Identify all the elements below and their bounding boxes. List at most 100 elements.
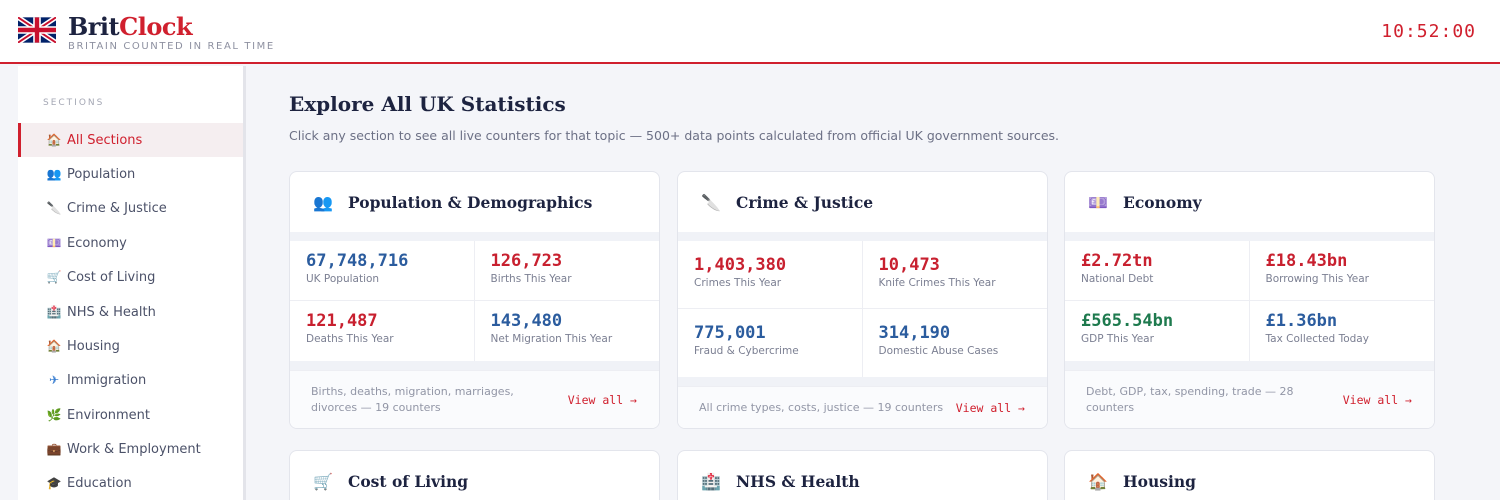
stat-cell: 10,473 Knife Crimes This Year bbox=[862, 241, 1047, 309]
card-footer: Births, deaths, migration, marriages, di… bbox=[290, 370, 659, 428]
people-icon: 👥 bbox=[313, 192, 333, 212]
view-all-link[interactable]: View all → bbox=[567, 392, 637, 407]
money-icon: 💷 bbox=[46, 236, 62, 250]
stat-value: £1.36bn bbox=[1265, 311, 1338, 331]
sidebar-item-label: Environment bbox=[67, 407, 151, 423]
cart-icon: 🛒 bbox=[313, 471, 333, 491]
stat-grid: 67,748,716 UK Population 126,723 Births Th… bbox=[290, 241, 659, 361]
card-title: Economy bbox=[1123, 192, 1202, 212]
card-footer-text: Debt, GDP, tax, spending, trade — 28 cou… bbox=[1086, 384, 1294, 414]
brand-logo[interactable]: BritClock bbox=[68, 12, 193, 41]
sidebar-item-housing[interactable]: 🏠 Housing bbox=[18, 329, 243, 363]
sidebar-item-label: All Sections bbox=[67, 132, 143, 148]
sidebar-item-label: NHS & Health bbox=[67, 304, 156, 320]
stat-label: Domestic Abuse Cases bbox=[878, 345, 999, 357]
stat-label: Net Migration This Year bbox=[490, 333, 613, 345]
sidebar-item-label: Immigration bbox=[67, 372, 147, 388]
card-header: 🔪 Crime & Justice bbox=[678, 172, 1047, 232]
sidebar-item-education[interactable]: 🎓 Education bbox=[18, 466, 243, 500]
stat-label: Deaths This Year bbox=[306, 333, 394, 345]
house-icon: 🏠 bbox=[46, 339, 62, 353]
card-title: NHS & Health bbox=[736, 471, 860, 491]
sidebar-item-environment[interactable]: 🌿 Environment bbox=[18, 398, 243, 432]
sidebar-item-label: Economy bbox=[67, 235, 127, 251]
sidebar-item-population[interactable]: 👥 Population bbox=[18, 157, 243, 191]
sidebar-item-cost-of-living[interactable]: 🛒 Cost of Living bbox=[18, 260, 243, 294]
sidebar-item-nhs-health[interactable]: 🏥 NHS & Health bbox=[18, 295, 243, 329]
card-footer-text: All crime types, costs, justice — 19 cou… bbox=[699, 400, 944, 414]
stat-value: £565.54bn bbox=[1081, 311, 1174, 331]
leaf-icon: 🌿 bbox=[46, 408, 62, 422]
stat-cell: 126,723 Births This Year bbox=[474, 241, 659, 301]
stat-cell: 67,748,716 UK Population bbox=[290, 241, 475, 301]
knife-icon: 🔪 bbox=[701, 192, 721, 212]
stat-value: 1,403,380 bbox=[694, 255, 787, 275]
card-footer-text: Births, deaths, migration, marriages, di… bbox=[311, 384, 514, 414]
stat-label: Fraud & Cybercrime bbox=[694, 345, 799, 357]
card-header: 🏠 Housing bbox=[1065, 451, 1434, 500]
sidebar-item-label: Population bbox=[67, 166, 136, 182]
sidebar-item-all-sections[interactable]: 🏠 All Sections bbox=[18, 123, 243, 157]
stat-cell: 775,001 Fraud & Cybercrime bbox=[678, 309, 863, 377]
airplane-icon: ✈ bbox=[48, 373, 60, 387]
section-card-economy[interactable]: 💷 Economy £2.72tn National Debt £18.43bn B… bbox=[1064, 171, 1435, 429]
sidebar-item-immigration[interactable]: ✈ Immigration bbox=[18, 363, 243, 397]
stat-label: National Debt bbox=[1081, 273, 1154, 285]
page-title: Explore All UK Statistics bbox=[289, 92, 566, 116]
hospital-icon: 🏥 bbox=[46, 305, 62, 319]
sidebar-item-label: Work & Employment bbox=[67, 441, 201, 457]
house-icon: 🏠 bbox=[1088, 471, 1108, 491]
union-jack-flag-icon bbox=[18, 17, 56, 43]
card-title: Housing bbox=[1123, 471, 1196, 491]
sidebar-heading: SECTIONS bbox=[43, 98, 105, 108]
card-divider bbox=[290, 361, 659, 370]
sidebar-item-economy[interactable]: 💷 Economy bbox=[18, 226, 243, 260]
page-subtitle: Click any section to see all live counte… bbox=[289, 128, 1060, 143]
stat-value: 314,190 bbox=[878, 323, 951, 343]
view-all-link[interactable]: View all → bbox=[955, 400, 1025, 415]
stat-cell: £2.72tn National Debt bbox=[1065, 241, 1250, 301]
money-icon: 💷 bbox=[1088, 192, 1108, 212]
section-card-population[interactable]: 👥 Population & Demographics 67,748,716 UK… bbox=[289, 171, 660, 429]
stat-value: 143,480 bbox=[490, 311, 563, 331]
stat-label: Crimes This Year bbox=[694, 277, 782, 289]
sidebar-item-label: Housing bbox=[67, 338, 120, 354]
people-icon: 👥 bbox=[46, 167, 62, 181]
stat-cell: 314,190 Domestic Abuse Cases bbox=[863, 309, 1048, 377]
stat-grid: £2.72tn National Debt £18.43bn Borrowing T… bbox=[1065, 241, 1434, 361]
stat-grid: 1,403,380 Crimes This Year 10,473 Knife Cr… bbox=[678, 241, 1047, 377]
section-card-housing[interactable]: 🏠 Housing bbox=[1064, 450, 1435, 500]
sidebar-item-crime-justice[interactable]: 🔪 Crime & Justice bbox=[18, 191, 243, 225]
app-header: BritClock BRITAIN COUNTED IN REAL TIME 1… bbox=[0, 0, 1500, 64]
stat-value: 121,487 bbox=[306, 311, 378, 331]
stat-label: GDP This Year bbox=[1081, 333, 1154, 345]
sidebar-item-label: Cost of Living bbox=[67, 269, 156, 285]
stat-cell: 121,487 Deaths This Year bbox=[290, 301, 475, 361]
section-card-crime-justice[interactable]: 🔪 Crime & Justice 1,403,380 Crimes This Y… bbox=[677, 171, 1048, 429]
card-title: Crime & Justice bbox=[736, 192, 874, 212]
stat-cell: 143,480 Net Migration This Year bbox=[475, 301, 660, 361]
card-header: 👥 Population & Demographics bbox=[290, 172, 659, 232]
card-divider bbox=[678, 377, 1047, 386]
section-card-cost-of-living[interactable]: 🛒 Cost of Living bbox=[289, 450, 660, 500]
stat-value: 67,748,716 bbox=[306, 251, 409, 271]
card-divider bbox=[1065, 232, 1434, 241]
stat-value: 10,473 bbox=[878, 255, 940, 275]
sidebar-item-label: Crime & Justice bbox=[67, 200, 167, 216]
live-clock: 10:52:00 bbox=[1381, 21, 1476, 42]
knife-icon: 🔪 bbox=[46, 201, 62, 215]
stat-cell: £1.36bn Tax Collected Today bbox=[1250, 301, 1435, 361]
sidebar-item-work-employment[interactable]: 💼 Work & Employment bbox=[18, 432, 243, 466]
card-title: Population & Demographics bbox=[348, 192, 593, 212]
card-title: Cost of Living bbox=[348, 471, 469, 491]
card-footer: All crime types, costs, justice — 19 cou… bbox=[678, 386, 1047, 428]
section-card-nhs-health[interactable]: 🏥 NHS & Health bbox=[677, 450, 1048, 500]
stat-cell: £18.43bn Borrowing This Year bbox=[1249, 241, 1434, 301]
card-footer: Debt, GDP, tax, spending, trade — 28 cou… bbox=[1065, 370, 1434, 428]
stat-label: Tax Collected Today bbox=[1265, 333, 1369, 345]
stat-value: £2.72tn bbox=[1081, 251, 1153, 271]
stat-label: Births This Year bbox=[490, 273, 572, 285]
graduation-cap-icon: 🎓 bbox=[46, 476, 62, 490]
view-all-link[interactable]: View all → bbox=[1342, 392, 1412, 407]
card-divider bbox=[678, 232, 1047, 241]
